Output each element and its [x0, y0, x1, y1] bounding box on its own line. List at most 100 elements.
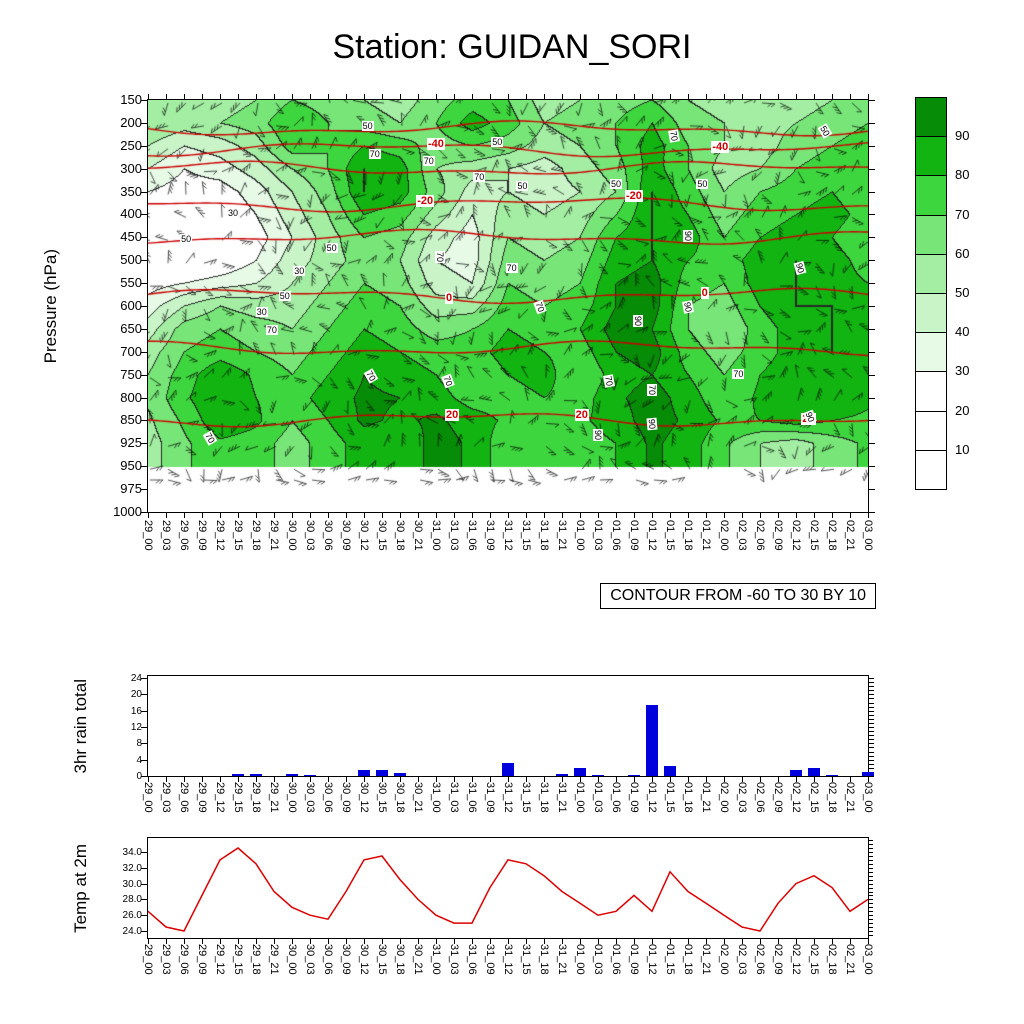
axis-tick — [670, 512, 671, 518]
axis-tick — [670, 94, 671, 100]
time-tick-label-upper: 01_09 — [628, 520, 640, 551]
pressure-tick-label: 500 — [120, 252, 142, 268]
time-tick-label-rain: 30_15 — [376, 782, 388, 813]
axis-tick — [472, 938, 473, 944]
axis-tick — [869, 840, 873, 842]
humidity-contour-label: 70 — [647, 383, 658, 396]
axis-tick — [141, 237, 148, 239]
axis-tick — [220, 94, 221, 100]
axis-tick — [814, 938, 815, 944]
axis-tick — [868, 938, 869, 944]
time-tick-label-rain: 30_03 — [304, 782, 316, 813]
time-tick-label-upper: 29_18 — [250, 520, 262, 551]
axis-tick — [166, 938, 167, 944]
axis-tick — [616, 512, 617, 518]
axis-tick — [418, 938, 419, 944]
temp-contour-label: 0 — [700, 286, 709, 299]
axis-tick — [742, 94, 743, 100]
axis-tick — [580, 94, 581, 100]
axis-tick — [328, 512, 329, 518]
time-tick-label-upper: 03_00 — [862, 520, 874, 551]
time-tick-label-temp: 01_03 — [592, 944, 604, 975]
rain-axis-label-wrap: 3hr rain total — [66, 668, 96, 784]
time-tick-label-rain: 29_03 — [160, 782, 172, 813]
axis-tick — [869, 690, 874, 692]
time-tick-label-temp: 01_00 — [574, 944, 586, 975]
axis-tick — [202, 512, 203, 518]
axis-tick — [869, 915, 873, 917]
humidity-contour-label: 50 — [180, 233, 193, 244]
axis-tick — [706, 776, 707, 782]
time-tick-label-temp: 31_00 — [430, 944, 442, 975]
temp-line-chart — [148, 847, 868, 932]
time-tick-label-upper: 29_12 — [214, 520, 226, 551]
time-tick-label-rain: 31_00 — [430, 782, 442, 813]
time-tick-label-temp: 02_03 — [736, 944, 748, 975]
axis-tick — [869, 776, 874, 777]
time-tick-label-temp: 02_06 — [754, 944, 766, 975]
time-tick-label-temp: 01_15 — [664, 944, 676, 975]
rain-bar — [358, 770, 370, 776]
humidity-contour-label: 50 — [278, 290, 291, 301]
time-tick-label-temp: 29_03 — [160, 944, 172, 975]
colorbar-tick-label: 80 — [955, 167, 970, 183]
humidity-contour-label: 90 — [593, 429, 604, 442]
time-tick-label-rain: 31_12 — [502, 782, 514, 813]
axis-tick — [148, 776, 149, 782]
axis-tick — [868, 420, 875, 422]
axis-tick — [400, 512, 401, 518]
axis-tick — [418, 776, 419, 782]
axis-tick — [652, 512, 653, 518]
axis-tick — [526, 94, 527, 100]
axis-tick — [382, 776, 383, 782]
pressure-tick-label: 550 — [120, 275, 142, 291]
humidity-contour-label: 70 — [265, 325, 278, 336]
axis-tick — [490, 776, 491, 782]
axis-tick — [364, 94, 365, 100]
axis-tick — [869, 718, 874, 720]
axis-tick — [562, 938, 563, 944]
time-tick-label-upper: 02_00 — [718, 520, 730, 551]
pressure-tick-label: 650 — [120, 320, 142, 336]
axis-tick — [634, 776, 635, 782]
axis-tick — [868, 776, 869, 782]
time-tick-label-temp: 31_21 — [556, 944, 568, 975]
time-tick-label-upper: 30_12 — [358, 520, 370, 551]
axis-tick — [184, 94, 185, 100]
time-tick-label-temp: 01_12 — [646, 944, 658, 975]
time-tick-label-upper: 29_03 — [160, 520, 172, 551]
axis-tick — [141, 852, 148, 853]
axis-tick — [141, 214, 148, 216]
temp-tick-label: 34.0 — [122, 847, 142, 858]
axis-tick — [202, 776, 203, 782]
axis-tick — [454, 94, 455, 100]
axis-tick — [141, 122, 148, 124]
pressure-tick-label: 200 — [120, 114, 142, 130]
time-tick-label-rain: 01_15 — [664, 782, 676, 813]
axis-tick — [869, 710, 874, 712]
axis-tick — [141, 710, 148, 712]
time-tick-label-rain: 02_06 — [754, 782, 766, 813]
rain-bar — [376, 769, 388, 776]
axis-tick — [868, 260, 875, 262]
axis-tick — [141, 145, 148, 147]
humidity-contour-label: 90 — [646, 417, 658, 431]
time-tick-label-upper: 01_03 — [592, 520, 604, 551]
axis-tick — [364, 776, 365, 782]
temp-tick-label: 30.0 — [122, 878, 142, 890]
axis-tick — [141, 306, 148, 307]
colorbar-box — [915, 449, 947, 490]
axis-tick — [292, 94, 293, 100]
axis-tick — [454, 512, 455, 518]
time-tick-label-rain: 30_21 — [412, 782, 424, 813]
time-tick-label-rain: 01_18 — [682, 782, 694, 813]
colorbar-box — [915, 253, 947, 294]
humidity-contour-label: 70 — [602, 373, 615, 388]
temp-contour-label: -40 — [711, 141, 730, 154]
axis-tick — [141, 883, 148, 885]
temp-contour-label: -20 — [416, 195, 435, 208]
colorbar-tick-label: 20 — [955, 402, 970, 418]
rain-bar — [286, 773, 298, 776]
time-tick-label-upper: 29_09 — [196, 520, 208, 551]
time-tick-label-rain: 31_18 — [538, 782, 550, 813]
